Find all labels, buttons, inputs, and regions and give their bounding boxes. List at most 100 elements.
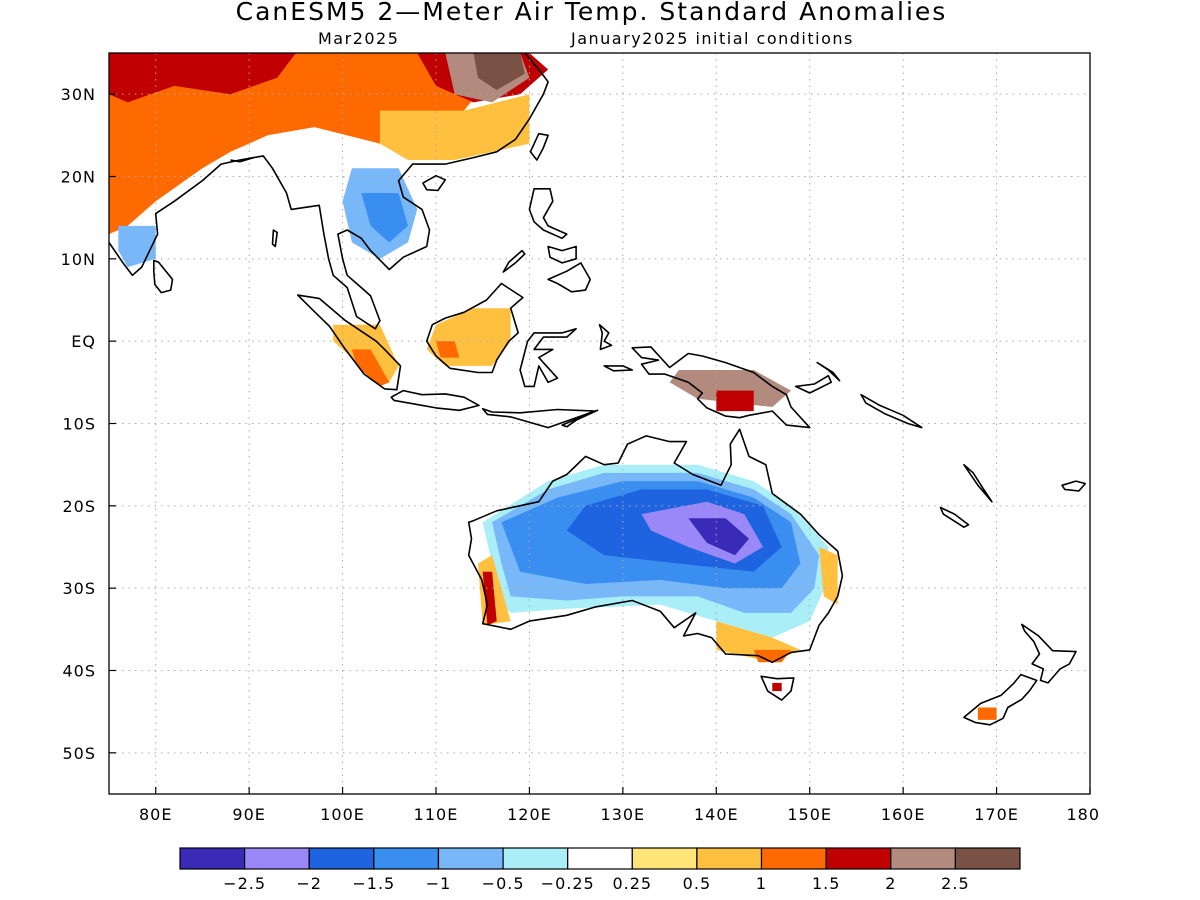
- colorbar-label: 2.5: [941, 874, 969, 893]
- colorbar-swatch: [631, 847, 698, 870]
- colorbar-label: 0.25: [612, 874, 652, 893]
- lat-tick-label: 20S: [62, 497, 96, 516]
- colorbar-label: −0.25: [541, 874, 595, 893]
- lon-tick-label: 140E: [694, 805, 739, 824]
- lat-tick-label: 30N: [61, 85, 96, 104]
- anomaly-indochina-colder: [361, 193, 408, 243]
- gridlines: [109, 53, 1090, 794]
- colorbar-swatch: [244, 847, 310, 870]
- anomaly-south-asia-warm: [109, 53, 511, 235]
- coastlines: [109, 53, 1087, 726]
- lat-tick-label: 10S: [62, 415, 96, 434]
- colorbar-label: −1.5: [352, 874, 395, 893]
- colorbar-label: −2: [296, 874, 322, 893]
- anomaly-new-zealand-warm: [977, 707, 997, 720]
- island-halmahera: [598, 323, 613, 351]
- island-timor: [561, 409, 599, 428]
- island-palawan: [502, 249, 526, 273]
- colorbar-swatch: [179, 847, 246, 870]
- anomaly-china-east-mild: [379, 94, 530, 160]
- island-hainan: [422, 174, 447, 192]
- lat-tick-label: EQ: [71, 332, 96, 351]
- island-new-zealand-north: [1020, 623, 1077, 684]
- colorbar-swatch: [567, 847, 633, 870]
- lat-tick-label: 50S: [62, 744, 96, 763]
- anomaly-australia-extreme-cold: [688, 518, 749, 556]
- anomaly-regions: [109, 53, 997, 720]
- lon-tick-label: 180: [1066, 805, 1100, 824]
- colorbar-label: 2: [885, 874, 896, 893]
- colorbar-label: −1: [426, 874, 452, 893]
- island-seram: [603, 365, 634, 372]
- lat-tick-label: 30S: [62, 579, 96, 598]
- island-australia: [467, 428, 844, 664]
- lon-tick-label: 120E: [507, 805, 552, 824]
- anomaly-sumatra-hot: [351, 349, 390, 387]
- map-title: CanESM5 2—Meter Air Temp. Standard Anoma…: [235, 0, 948, 26]
- island-philippines-visayas: [547, 245, 577, 264]
- lon-tick-label: 150E: [787, 805, 832, 824]
- anomaly-east-australia-warm: [819, 547, 838, 605]
- island-new-ireland: [816, 361, 841, 382]
- colorbar-label: 1.5: [812, 874, 840, 893]
- colorbar-label: −0.5: [482, 874, 525, 893]
- forecast-month: Mar2025: [318, 29, 400, 48]
- island-new-caledonia: [939, 506, 970, 529]
- island-new-zealand-south: [963, 673, 1038, 726]
- anomaly-india-south-cool: [118, 225, 156, 268]
- anomaly-china-max-warm: [473, 53, 525, 91]
- colorbar-swatch: [502, 847, 569, 870]
- colorbar-swatch: [954, 847, 1021, 870]
- island-borneo: [425, 282, 524, 374]
- island-new-guinea: [631, 346, 811, 429]
- initial-conditions: January2025 initial conditions: [571, 29, 854, 48]
- map-frame: [108, 52, 1091, 795]
- colorbar-swatch: [437, 847, 504, 870]
- island-sri-lanka: [153, 259, 174, 294]
- island-new-britain: [794, 374, 833, 394]
- colorbar-swatch: [825, 847, 892, 870]
- lat-tick-label: 40S: [62, 662, 96, 681]
- island-java: [390, 389, 480, 412]
- island-vanuatu: [963, 463, 993, 503]
- colorbar-swatch: [308, 847, 375, 870]
- colorbar-swatch: [373, 847, 439, 870]
- lon-tick-label: 110E: [414, 805, 459, 824]
- colorbar-label: −2.5: [223, 874, 266, 893]
- anomaly-tasmania-hot: [772, 682, 782, 692]
- colorbar-label: 0.5: [683, 874, 711, 893]
- colorbar-swatch: [890, 847, 956, 870]
- lon-tick-label: 90E: [232, 805, 265, 824]
- island-bali-lesser-sunda: [481, 407, 596, 429]
- lat-tick-label: 20N: [61, 168, 96, 187]
- lon-tick-label: 80E: [139, 805, 172, 824]
- island-solomon-islands: [860, 393, 923, 429]
- lon-tick-label: 160E: [881, 805, 926, 824]
- colorbar: −2.5 −2 −1.5 −1 −0.5 −0.25 0.25 0.5 1 1.5 2 2.5: [179, 847, 1021, 893]
- colorbar-label: 1: [756, 874, 767, 893]
- island-philippines-luzon: [528, 188, 568, 240]
- colorbar-swatch: [760, 847, 827, 870]
- island-philippines-mindanao: [547, 262, 592, 293]
- island-sulawesi: [519, 327, 577, 388]
- anomaly-se-australia-hot: [753, 649, 791, 663]
- lon-tick-label: 100E: [320, 805, 365, 824]
- anomaly-tibet-very-warm: [109, 53, 296, 103]
- anomaly-sw-australia-hot: [482, 571, 497, 626]
- island-fiji: [1061, 480, 1087, 492]
- anomaly-papua-very-warm: [716, 390, 754, 412]
- coast-india-east-side: [230, 156, 255, 163]
- coast-asia-mainland-coast: [109, 53, 549, 330]
- island-tasmania: [760, 675, 795, 701]
- axis-ticks: 30N 20N 10N EQ 10S 20S 30S 40S 50S 80E 90E 100E 110E…: [61, 85, 1100, 824]
- anomaly-papua-extreme-warm: [669, 370, 791, 407]
- lon-tick-label: 170E: [974, 805, 1019, 824]
- colorbar-swatch: [696, 847, 763, 870]
- lat-tick-label: 10N: [61, 250, 96, 269]
- island-taiwan: [529, 132, 549, 161]
- lon-tick-label: 130E: [601, 805, 646, 824]
- island-sumatra: [296, 294, 402, 391]
- anomaly-borneo-hot: [436, 341, 460, 358]
- island-andaman: [271, 229, 279, 248]
